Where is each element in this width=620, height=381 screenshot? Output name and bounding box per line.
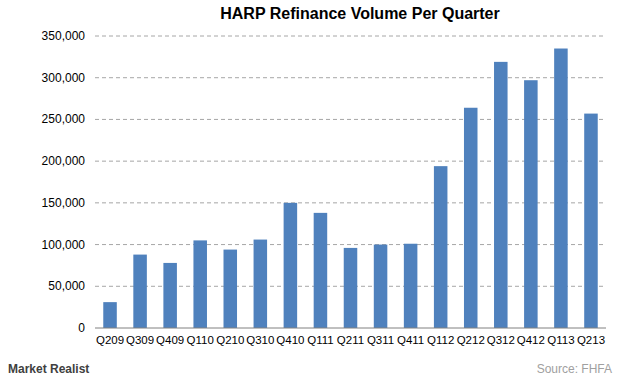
chart: HARP Refinance Volume Per Quarter 0 50,000… — [0, 0, 620, 381]
bar — [344, 248, 358, 328]
x-tick-label: Q213 — [577, 334, 605, 346]
x-tick-label: Q311 — [367, 334, 394, 346]
bar — [254, 240, 268, 328]
bar — [163, 263, 177, 328]
bar — [224, 250, 238, 328]
x-axis — [95, 328, 606, 329]
grid-line — [95, 36, 606, 37]
bar — [284, 203, 298, 328]
bar — [103, 302, 117, 328]
y-tick-label: 250,000 — [42, 112, 86, 126]
bar — [434, 166, 448, 328]
x-tick-label: Q411 — [397, 334, 424, 346]
x-tick-label: Q410 — [276, 334, 304, 346]
x-tick-label: Q211 — [337, 334, 364, 346]
x-tick-label: Q110 — [187, 334, 214, 346]
bar — [314, 213, 328, 328]
x-tick-label: Q412 — [517, 334, 545, 346]
bar — [133, 255, 147, 328]
x-tick-label: Q113 — [547, 334, 574, 346]
bar — [494, 62, 508, 328]
y-tick-label: 50,000 — [48, 279, 85, 293]
bar — [524, 80, 538, 328]
title: HARP Refinance Volume Per Quarter — [220, 5, 500, 22]
y-tick-label: 300,000 — [42, 71, 86, 85]
source: Source: FHFA — [537, 362, 612, 376]
y-tick-label: 150,000 — [42, 196, 86, 210]
x-tick-label: Q409 — [156, 334, 184, 346]
brand: Market Realist — [8, 362, 89, 376]
bar — [554, 49, 568, 328]
x-tick-label: Q209 — [96, 334, 124, 346]
y-tick-label: 200,000 — [42, 154, 86, 168]
bar — [193, 240, 207, 328]
grid-line — [95, 77, 606, 78]
y-tick-label: 350,000 — [42, 29, 86, 43]
bar — [584, 114, 598, 328]
bars — [103, 49, 597, 328]
bar — [464, 108, 478, 328]
x-tick-label: Q212 — [457, 334, 485, 346]
x-tick-label: Q312 — [487, 334, 515, 346]
bar — [374, 245, 388, 328]
x-tick-label: Q309 — [126, 334, 154, 346]
x-tick-label: Q111 — [307, 334, 333, 346]
x-tick-label: Q210 — [216, 334, 244, 346]
x-tick-label: Q112 — [427, 334, 454, 346]
y-tick-label: 0 — [78, 321, 85, 335]
y-tick-label: 100,000 — [42, 238, 86, 252]
bar — [404, 244, 418, 328]
x-tick-label: Q310 — [246, 334, 274, 346]
